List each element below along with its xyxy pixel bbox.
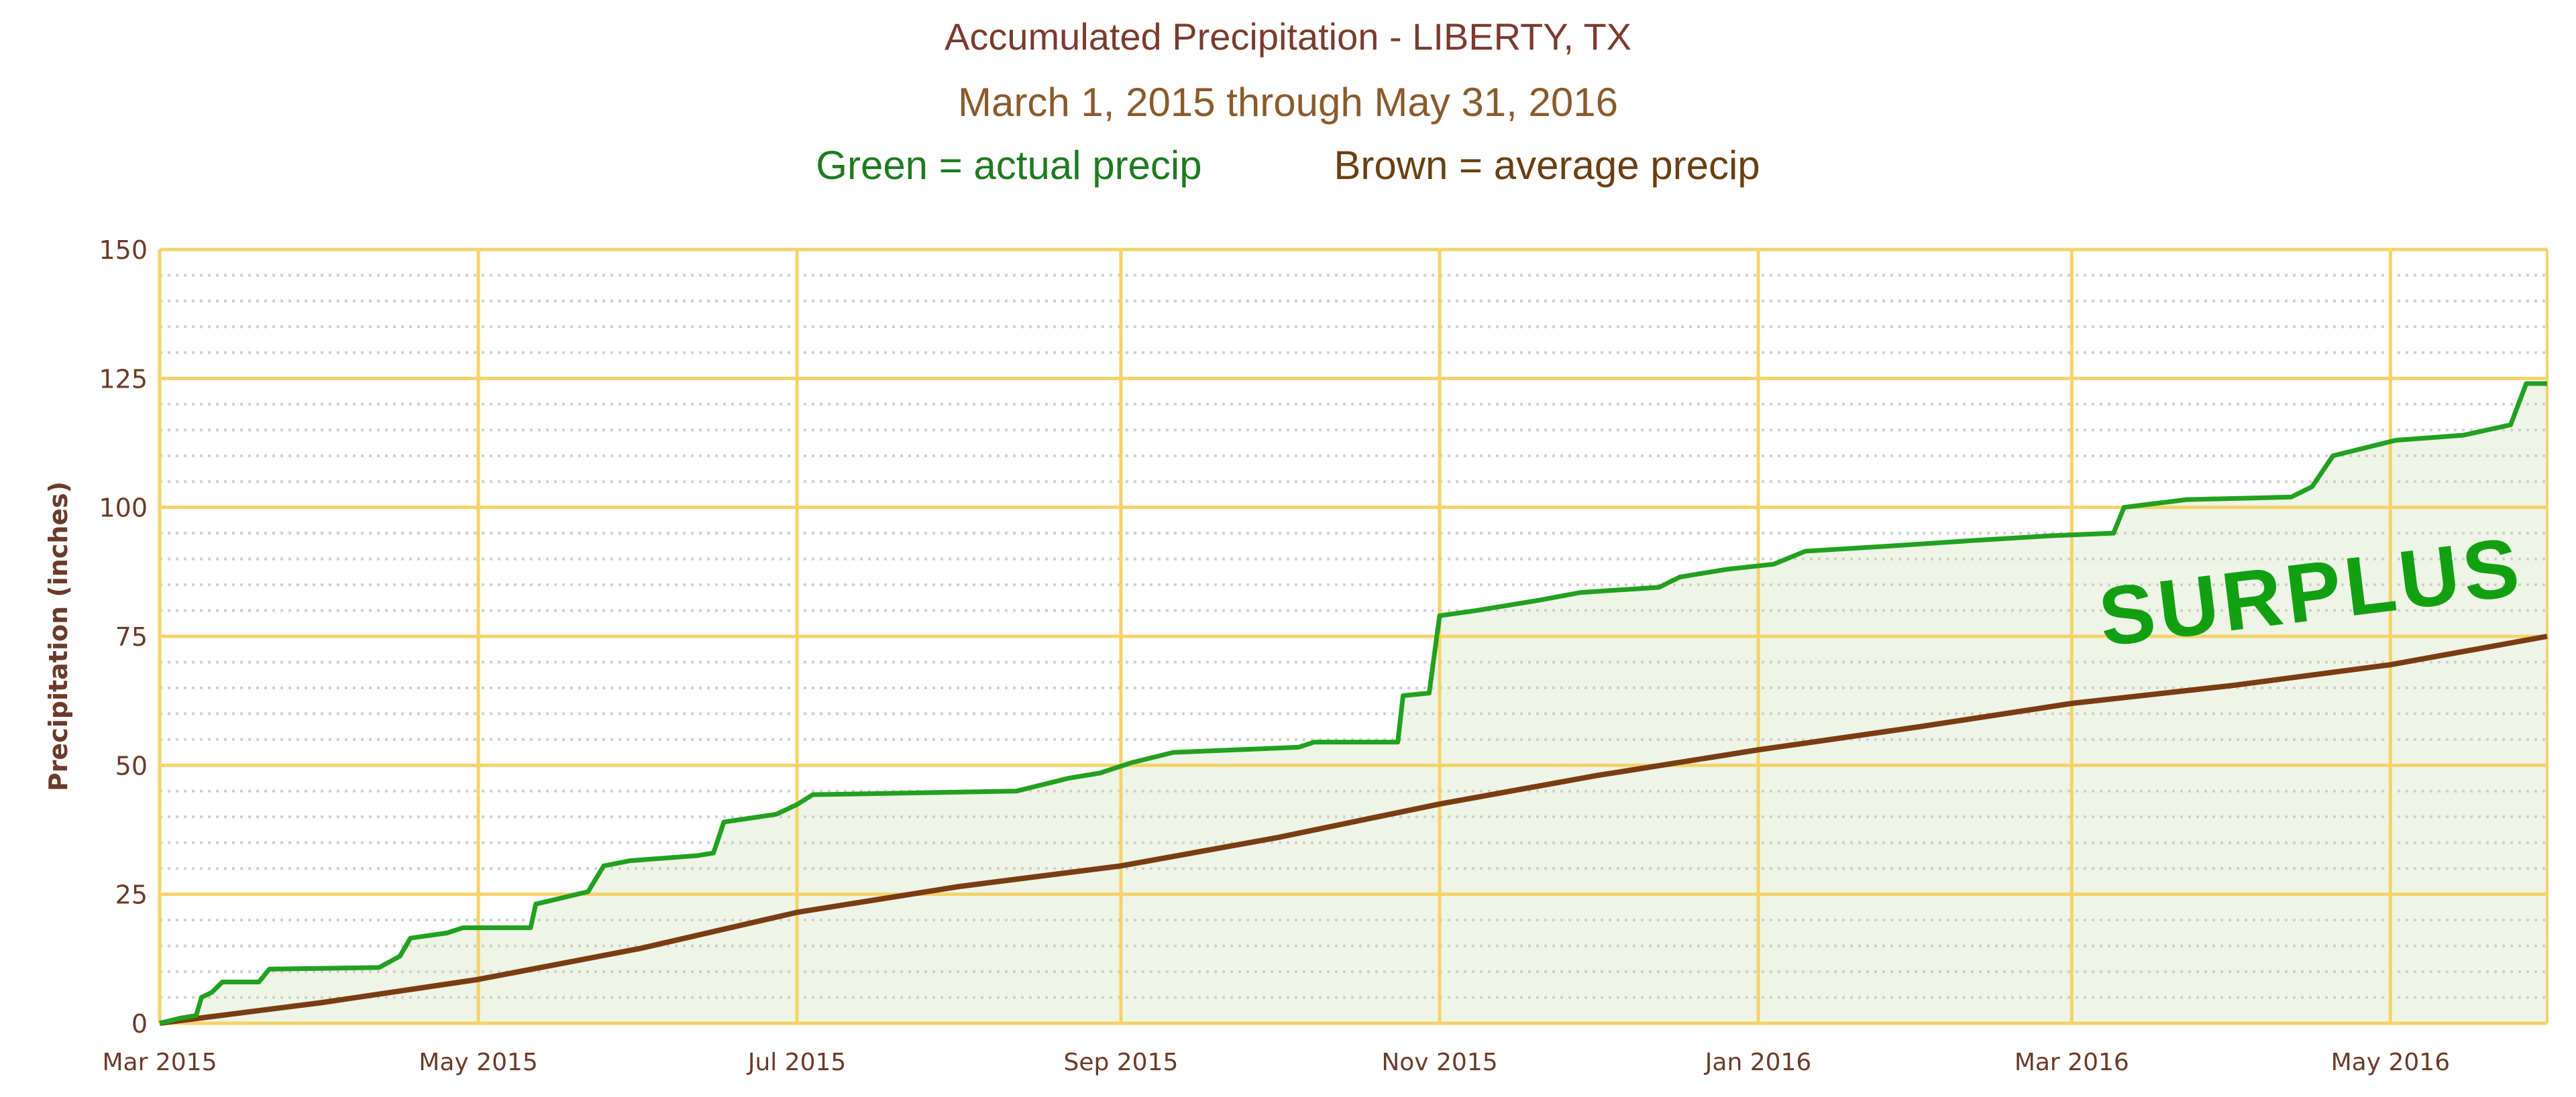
x-tick-label: Mar 2016	[2015, 1049, 2129, 1076]
y-tick-label: 100	[99, 494, 148, 523]
x-tick-label: Mar 2015	[103, 1049, 217, 1076]
chart-subtitle: March 1, 2015 through May 31, 2016	[958, 80, 1618, 125]
y-axis-label: Precipitation (inches)	[44, 481, 73, 791]
x-tick-label: May 2016	[2331, 1049, 2451, 1076]
average-precip-line	[159, 634, 2548, 1026]
x-tick-label: Sep 2015	[1063, 1049, 1178, 1076]
y-tick-label: 25	[115, 880, 148, 910]
y-tick-label: 125	[99, 364, 148, 394]
y-tick-label: 0	[131, 1009, 148, 1039]
x-tick-label: Jan 2016	[1704, 1049, 1812, 1076]
legend-actual: Green = actual precip	[816, 143, 1202, 188]
x-tick-label: Nov 2015	[1381, 1049, 1497, 1076]
x-tick-label: May 2015	[419, 1049, 538, 1076]
legend-average: Brown = average precip	[1334, 143, 1760, 188]
y-tick-label: 75	[115, 622, 148, 652]
legend: Green = actual precip Brown = average pr…	[0, 142, 2576, 188]
y-tick-label: 50	[115, 751, 148, 781]
chart-title: Accumulated Precipitation - LIBERTY, TX	[944, 15, 1632, 58]
actual-precip-line	[159, 381, 2547, 1026]
x-tick-label: Jul 2015	[747, 1049, 847, 1076]
y-tick-label: 150	[99, 235, 148, 265]
